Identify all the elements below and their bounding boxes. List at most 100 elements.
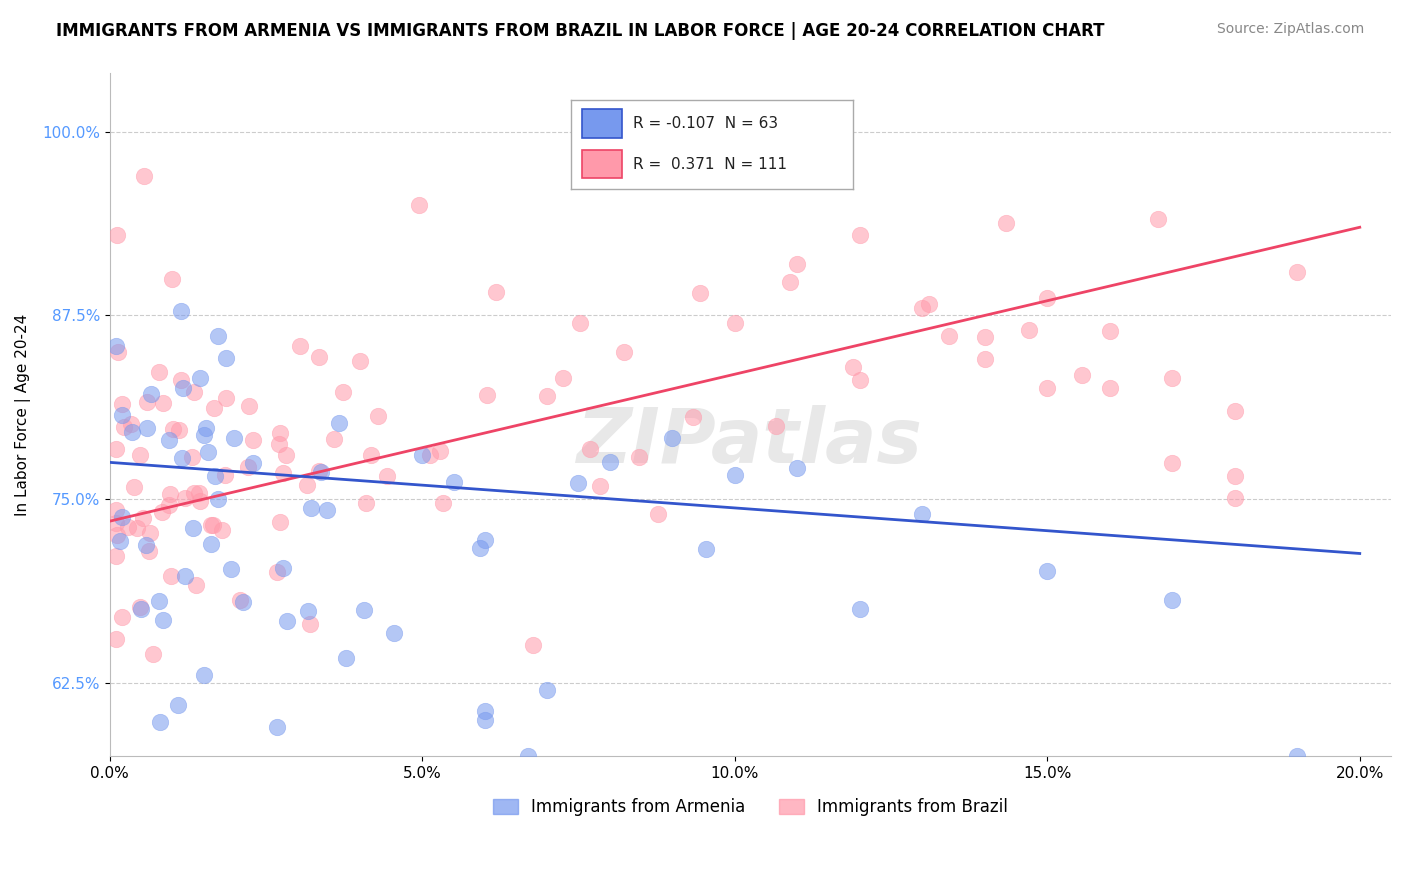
Point (162, 422, 184, 436)
Point (232, 595, 254, 609)
Point (432, 496, 454, 510)
Point (117, 520, 139, 534)
Point (125, 521, 148, 535)
Point (299, 500, 322, 515)
Point (332, 385, 354, 400)
Point (266, 720, 288, 734)
Point (150, 505, 173, 519)
Point (271, 561, 294, 575)
Point (188, 494, 211, 508)
Point (475, 387, 498, 401)
Point (360, 448, 382, 462)
Point (183, 385, 205, 400)
Point (194, 421, 217, 435)
Point (849, 373, 872, 387)
Point (443, 475, 465, 489)
Point (180, 450, 202, 464)
Point (200, 518, 222, 533)
Point (308, 350, 330, 364)
Point (353, 603, 375, 617)
Point (1286, 749, 1309, 764)
Point (222, 431, 245, 445)
Point (308, 464, 330, 478)
Point (181, 521, 204, 535)
Point (136, 421, 159, 435)
Point (309, 465, 332, 479)
Point (322, 432, 344, 446)
Point (375, 469, 398, 483)
Point (1098, 381, 1121, 395)
Point (193, 428, 215, 442)
Point (157, 498, 180, 512)
Point (148, 365, 170, 379)
Text: ZIPatlas: ZIPatlas (578, 405, 924, 479)
Point (214, 351, 236, 366)
Point (121, 425, 143, 440)
Point (973, 330, 995, 344)
Point (142, 647, 165, 661)
Point (159, 569, 181, 583)
Point (188, 486, 211, 500)
Point (354, 495, 377, 509)
Text: Source: ZipAtlas.com: Source: ZipAtlas.com (1216, 22, 1364, 37)
Point (628, 450, 651, 464)
Point (849, 227, 872, 242)
Point (188, 370, 211, 384)
Point (973, 351, 995, 366)
Point (1223, 404, 1246, 418)
Legend: Immigrants from Armenia, Immigrants from Brazil: Immigrants from Armenia, Immigrants from… (486, 792, 1015, 823)
Point (136, 394, 159, 409)
Point (128, 448, 150, 462)
Point (111, 610, 134, 624)
Point (382, 626, 405, 640)
Point (204, 468, 226, 483)
Point (295, 477, 318, 491)
Point (647, 508, 669, 522)
Point (242, 433, 264, 447)
Point (110, 509, 132, 524)
Point (724, 468, 747, 483)
Point (172, 381, 194, 395)
Point (111, 408, 134, 422)
Point (170, 373, 193, 387)
Point (536, 389, 558, 403)
Point (170, 304, 193, 318)
Point (207, 328, 229, 343)
Point (517, 749, 540, 764)
Point (551, 370, 574, 384)
Point (229, 592, 252, 607)
Text: IMMIGRANTS FROM ARMENIA VS IMMIGRANTS FROM BRAZIL IN LABOR FORCE | AGE 20-24 COR: IMMIGRANTS FROM ARMENIA VS IMMIGRANTS FR… (56, 22, 1105, 40)
Point (107, 345, 129, 359)
Point (183, 486, 205, 500)
Point (215, 392, 238, 406)
Point (269, 515, 291, 529)
Point (152, 396, 174, 410)
Point (474, 713, 496, 727)
Point (1161, 593, 1184, 607)
Point (1161, 371, 1184, 385)
Point (148, 594, 170, 608)
Point (276, 615, 298, 629)
Point (408, 198, 430, 212)
Point (474, 704, 496, 718)
Point (202, 401, 225, 415)
Point (786, 461, 808, 475)
Point (129, 599, 152, 614)
Point (202, 517, 225, 532)
Point (328, 416, 350, 430)
Point (105, 442, 128, 456)
Point (911, 301, 934, 315)
Point (266, 565, 288, 579)
Point (599, 455, 621, 469)
Point (918, 297, 941, 311)
Point (160, 271, 183, 285)
Point (367, 409, 389, 423)
Point (214, 467, 236, 482)
Point (349, 354, 371, 368)
Point (242, 456, 264, 470)
Point (197, 444, 219, 458)
Point (315, 503, 337, 517)
Point (157, 433, 180, 447)
Point (1036, 564, 1059, 578)
Point (105, 503, 128, 517)
